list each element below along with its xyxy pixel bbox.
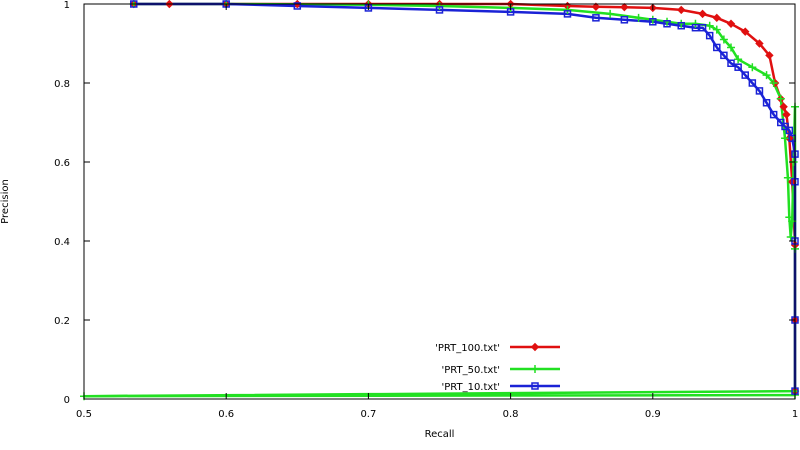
series-markers-0 — [129, 0, 800, 396]
data-point — [591, 2, 601, 11]
series-markers-1 — [80, 0, 799, 401]
data-point — [530, 342, 540, 352]
y-tick-label: 1 — [64, 0, 70, 11]
x-tick-label: 0.7 — [360, 409, 376, 420]
data-point — [781, 134, 790, 143]
data-point — [781, 122, 789, 131]
data-point — [734, 55, 743, 64]
data-point — [769, 79, 778, 87]
data-point — [698, 9, 707, 19]
data-point — [769, 110, 778, 119]
legend-label-prt-10: 'PRT_10.txt' — [441, 382, 500, 393]
data-point — [712, 25, 721, 34]
data-point — [705, 31, 714, 40]
data-point — [620, 2, 629, 12]
y-axis-title: Precision — [0, 179, 11, 224]
y-tick-label: 0.6 — [54, 158, 70, 169]
legend-swatches — [510, 342, 560, 390]
data-point — [563, 10, 572, 18]
data-point — [677, 5, 686, 15]
data-point — [720, 51, 728, 60]
series-line-1 — [82, 2, 797, 398]
y-tick-label: 0.4 — [54, 237, 70, 248]
data-point — [620, 16, 629, 24]
data-point — [531, 382, 539, 390]
data-point — [649, 18, 657, 26]
data-point — [592, 14, 600, 22]
data-point — [734, 63, 742, 71]
data-point — [531, 365, 539, 373]
data-point — [762, 71, 771, 80]
data-point — [727, 59, 735, 67]
x-tick-label: 0.8 — [503, 409, 519, 420]
data-point — [727, 43, 736, 52]
x-tick-label: 1 — [792, 409, 798, 420]
data-point — [691, 23, 700, 32]
data-point — [293, 2, 302, 10]
data-point — [713, 43, 721, 52]
data-point — [606, 9, 615, 18]
data-point — [782, 110, 791, 119]
data-point — [435, 1, 444, 10]
data-point — [755, 39, 764, 48]
x-axis-title: Recall — [425, 429, 455, 440]
data-point — [765, 51, 774, 60]
y-axis-ticks: 0 0.2 0.4 0.6 0.8 1 — [54, 0, 795, 406]
data-point — [748, 63, 757, 72]
legend-label-prt-100: 'PRT_100.txt' — [435, 343, 500, 354]
data-point — [777, 118, 785, 127]
data-point — [783, 173, 792, 182]
data-point — [719, 35, 728, 44]
data-point — [762, 99, 771, 107]
data-point — [776, 94, 785, 103]
data-point — [748, 79, 757, 87]
y-tick-label: 0.8 — [54, 79, 70, 90]
data-point — [786, 233, 795, 242]
legend-label-prt-50: 'PRT_50.txt' — [441, 365, 500, 376]
y-tick-label: 0 — [64, 395, 70, 406]
data-point — [712, 13, 721, 23]
legend: 'PRT_100.txt' 'PRT_50.txt' 'PRT_10.txt' — [435, 342, 560, 393]
data-point — [691, 19, 700, 28]
data-point — [435, 6, 444, 14]
series-lines — [82, 2, 797, 398]
x-tick-label: 0.9 — [645, 409, 661, 420]
data-point — [726, 19, 736, 28]
data-point — [634, 13, 643, 22]
series-markers — [80, 0, 800, 401]
y-tick-label: 0.2 — [54, 316, 70, 327]
data-point — [785, 126, 794, 135]
x-axis-ticks: 0.5 0.6 0.7 0.8 0.9 1 — [76, 4, 798, 420]
series-line-0 — [133, 2, 797, 392]
data-point — [563, 5, 572, 14]
data-point — [779, 102, 788, 111]
plot-frame — [83, 3, 796, 400]
data-point — [741, 71, 749, 79]
series-markers-2 — [130, 0, 799, 395]
data-point — [698, 23, 707, 32]
data-point — [741, 27, 750, 36]
data-point — [677, 21, 685, 30]
data-point — [755, 87, 764, 95]
data-point — [705, 21, 714, 30]
x-tick-label: 0.5 — [76, 409, 92, 420]
series-line-2 — [133, 2, 797, 392]
x-tick-label: 0.6 — [218, 409, 234, 420]
data-point — [663, 20, 671, 28]
